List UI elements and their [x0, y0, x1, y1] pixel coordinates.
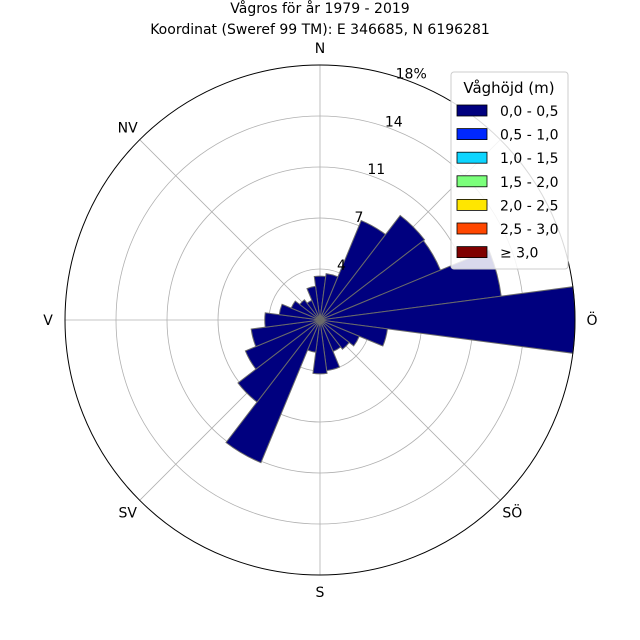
rose-bar: [250, 319, 321, 348]
grid-spoke: [319, 319, 501, 501]
radial-tick-labels: 4 7 11 14 18%: [337, 66, 427, 274]
rose-bar: [264, 312, 321, 328]
legend-swatch: [456, 246, 488, 259]
direction-labels: N Ö SÖ S SV V NV: [43, 41, 597, 601]
rose-bar: [306, 285, 321, 321]
radial-tick-label: 7: [354, 210, 363, 226]
rose-bar: [299, 299, 321, 321]
legend-box: [450, 71, 569, 270]
legend-title: Våghöjd (m): [463, 79, 554, 97]
direction-label: NV: [118, 121, 138, 137]
radial-tick-label: 4: [337, 258, 346, 274]
legend-swatch: [456, 175, 488, 188]
chart-title: Vågros för år 1979 - 2019: [230, 0, 409, 17]
radial-tick-label: 18%: [396, 66, 427, 82]
rose-bar: [237, 319, 321, 403]
legend-swatch: [456, 222, 488, 235]
legend-swatch: [456, 198, 488, 211]
chart-subtitle: Koordinat (Sweref 99 TM): E 346685, N 61…: [150, 22, 490, 38]
polar-frame: [64, 64, 576, 576]
rose-bar: [312, 319, 328, 375]
grid-spoke: [139, 139, 321, 321]
direction-label: SV: [118, 505, 137, 521]
legend-swatch: [456, 151, 488, 164]
legend-swatch: [456, 128, 488, 141]
legend-label: 0,5 - 1,0: [500, 128, 558, 144]
direction-label: N: [315, 41, 325, 57]
legend-swatch: [456, 104, 488, 117]
legend-label: ≥ 3,0: [500, 246, 538, 262]
rose-bar: [225, 319, 321, 464]
legend-label: 1,5 - 2,0: [500, 175, 558, 191]
rose-bar: [319, 214, 426, 321]
legend-label: 2,5 - 3,0: [500, 222, 558, 238]
rose-bar: [244, 319, 321, 370]
direction-label: S: [316, 585, 325, 601]
rose-bar: [319, 319, 350, 350]
rose-bars: [225, 214, 576, 464]
direction-label: V: [43, 313, 53, 329]
legend-label: 2,0 - 2,5: [500, 198, 558, 214]
direction-label: Ö: [586, 311, 597, 329]
radial-tick-label: 11: [367, 162, 385, 178]
legend-label: 0,0 - 0,5: [500, 104, 558, 120]
legend-label: 1,0 - 1,5: [500, 151, 558, 167]
rose-bar: [290, 300, 321, 321]
rose-bar: [319, 319, 360, 347]
radial-tick-label: 14: [385, 114, 403, 130]
direction-label: SÖ: [502, 503, 522, 521]
legend-entries: 0,0 - 0,5 0,5 - 1,0 1,0 - 1,5 1,5 - 2,0 2,0 …: [456, 104, 558, 262]
legend: Våghöjd (m) 0,0 - 0,5 0,5 - 1,0 1,0 - 1,5 1…: [450, 71, 569, 270]
